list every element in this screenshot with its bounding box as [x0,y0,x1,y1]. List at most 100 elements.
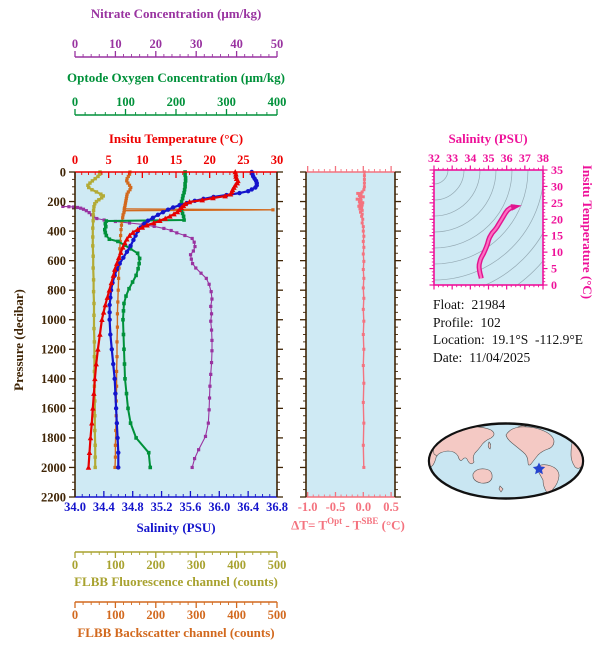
svg-text:400: 400 [227,608,246,622]
fluorescence-axis: 0 100 200 300 400 500 [72,551,286,572]
delta-t-pressure-edges [300,171,401,498]
float-id-label: Float: [433,297,465,312]
svg-text:50: 50 [271,37,284,51]
svg-text:500: 500 [268,608,287,622]
delta-t-title-sup2: SBE [361,516,379,526]
svg-text:0.5: 0.5 [383,500,399,514]
temperature-axis: 0 5 10 15 20 25 30 [72,153,283,178]
svg-text:38: 38 [537,151,549,165]
backscatter-profile-series [113,170,275,470]
float-info-block: Float: 21984 Profile: 102 Location: 19.1°S … [433,296,583,366]
delta-t-axis-title: ΔT= TOpt - TSBE (°C) [283,516,413,533]
svg-text:30: 30 [190,37,203,51]
svg-text:0: 0 [72,37,78,51]
svg-text:36: 36 [501,151,513,165]
svg-text:15: 15 [170,153,183,167]
svg-text:1600: 1600 [41,402,66,416]
svg-text:1200: 1200 [41,343,66,357]
temperature-profile-series [85,169,241,470]
svg-text:1000: 1000 [41,313,66,327]
svg-text:0: 0 [72,608,78,622]
svg-text:300: 300 [187,608,206,622]
svg-text:-1.0: -1.0 [298,500,318,514]
svg-text:600: 600 [47,254,66,268]
svg-text:0: 0 [72,558,78,572]
svg-text:300: 300 [217,95,236,109]
svg-text:200: 200 [146,558,165,572]
profile-number-label: Profile: [433,314,474,330]
svg-text:400: 400 [227,558,246,572]
map-north-america [505,426,555,466]
svg-text:40: 40 [230,37,243,51]
delta-t-bottom-axis: -1.0 -0.5 0.0 0.5 [298,492,399,514]
map-new-zealand [498,485,504,493]
ts-diagram-plot: 32 33 34 35 36 37 38 0 5 10 15 20 25 30 35 [428,151,563,292]
svg-text:37: 37 [519,151,531,165]
delta-t-title-sup1: Opt [327,516,343,526]
svg-text:36.0: 36.0 [208,500,230,514]
delta-t-title-prefix: ΔT= T [291,517,328,533]
svg-text:20: 20 [203,153,216,167]
map-japan [487,441,492,450]
nitrate-axis-title: Nitrate Concentration (μm/kg) [90,6,262,21]
svg-text:-0.5: -0.5 [326,500,346,514]
location-line: Location: 19.1°S -112.9°E [433,331,583,349]
salinity-axis: 34.0 34.4 34.8 35.2 35.6 36.0 36.4 36.8 [64,491,288,514]
profile-number-value: 102 [480,314,501,330]
location-value: 19.1°S -112.9°E [491,332,584,347]
backscatter-axis: 0 100 200 300 400 500 [72,601,287,622]
delta-t-top-axis [306,166,395,173]
svg-text:25: 25 [237,153,250,167]
svg-text:20: 20 [551,212,563,226]
svg-text:35.2: 35.2 [151,500,173,514]
svg-text:35: 35 [551,163,563,177]
temperature-axis-title: Insitu Temperature (°C) [108,131,244,146]
svg-text:5: 5 [106,153,112,167]
salinity-axis-title: Salinity (PSU) [136,520,216,535]
pressure-axis: 0 200 400 600 800 1000 1200 1400 1600 1800 2000 220… [41,165,283,504]
svg-text:100: 100 [106,558,125,572]
ts-curve [476,204,522,279]
svg-text:36.8: 36.8 [266,500,288,514]
svg-text:32: 32 [428,151,440,165]
ts-curve-arrowhead [510,204,522,211]
svg-text:30: 30 [551,179,563,193]
svg-text:100: 100 [106,608,125,622]
delta-t-series [355,170,366,469]
map-australia [472,468,493,484]
world-map [427,422,585,500]
delta-t-plot: -1.0 -0.5 0.0 0.5 [298,166,401,514]
delta-t-title-suffix: (°C) [378,517,405,533]
svg-text:5: 5 [551,262,557,276]
delta-t-plot-area [306,172,395,497]
svg-text:1800: 1800 [41,431,66,445]
float-id-value: 21984 [471,297,506,312]
backscatter-axis-title: FLBB Backscatter channel (counts) [77,625,275,640]
svg-text:35.6: 35.6 [179,500,201,514]
svg-text:30: 30 [271,153,284,167]
svg-text:1400: 1400 [41,372,66,386]
svg-text:15: 15 [551,229,563,243]
ts-salinity-axis-title: Salinity (PSU) [448,131,528,146]
svg-text:35: 35 [483,151,495,165]
svg-text:34.8: 34.8 [122,500,144,514]
svg-text:34.0: 34.0 [64,500,86,514]
float-location-star [532,462,546,475]
svg-text:2000: 2000 [41,461,66,475]
svg-text:2200: 2200 [41,490,66,504]
date-line: Date: 11/04/2025 [433,349,583,367]
svg-text:33: 33 [446,151,458,165]
map-continents [430,425,582,493]
svg-text:0: 0 [72,153,78,167]
date-label: Date: [433,349,463,365]
svg-text:200: 200 [167,95,186,109]
pressure-axis-title: Pressure (decibar) [11,289,26,391]
svg-text:0: 0 [72,95,78,109]
profile-number-line: Profile: 102 [433,314,583,332]
svg-text:0: 0 [551,278,557,292]
svg-text:34: 34 [464,151,476,165]
svg-text:36.4: 36.4 [237,500,260,514]
svg-text:25: 25 [551,196,563,210]
